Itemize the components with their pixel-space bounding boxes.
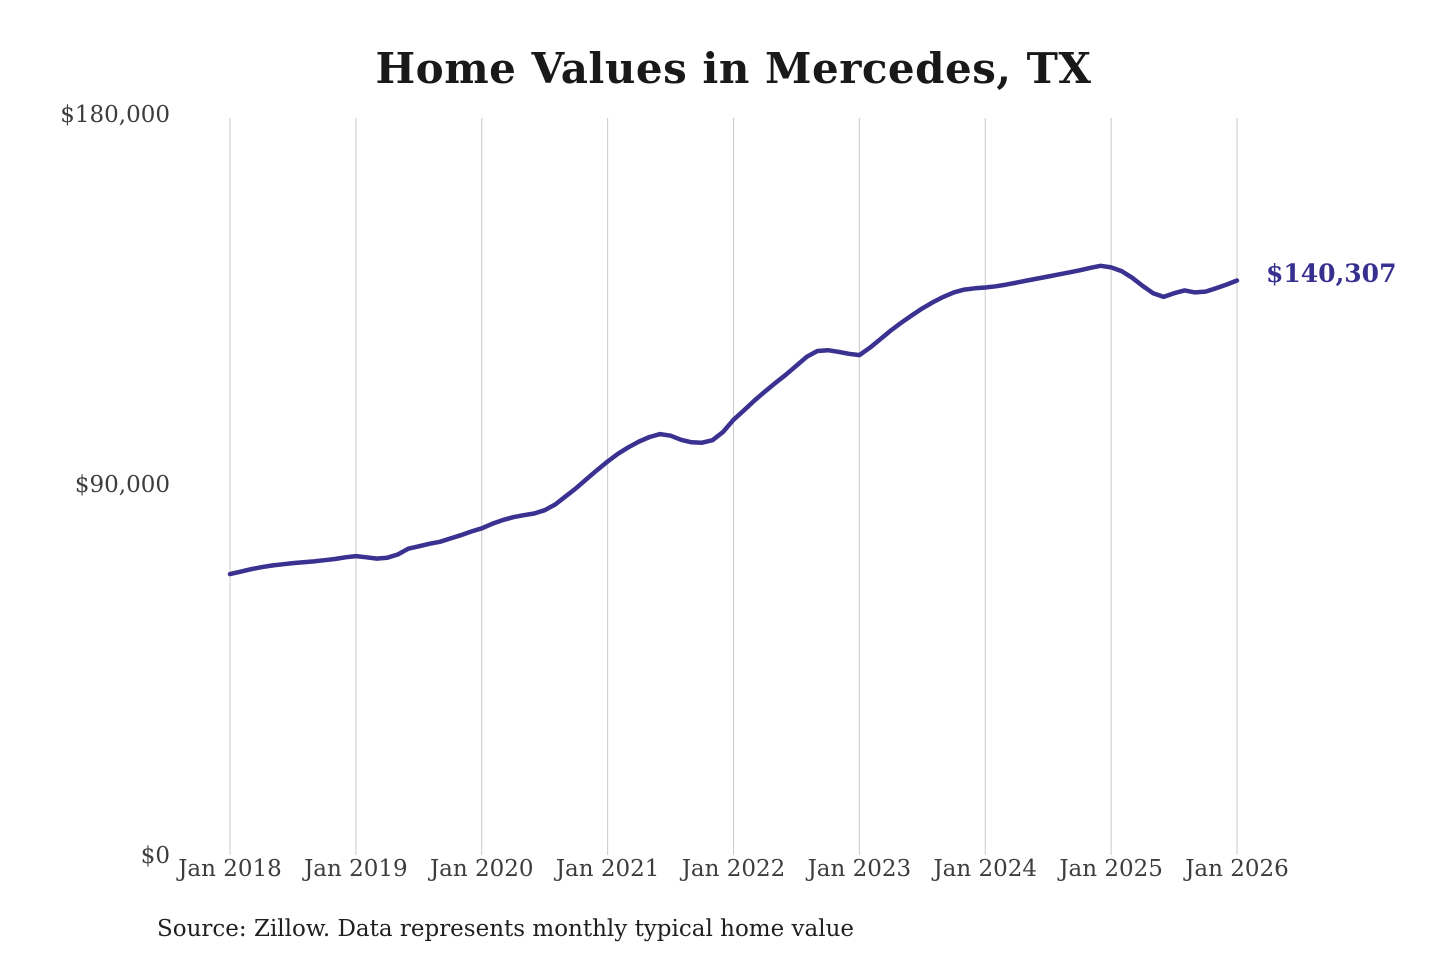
y-tick-label: $90,000 <box>74 472 170 498</box>
x-tick-label: Jan 2022 <box>681 856 786 882</box>
x-tick-label: Jan 2023 <box>807 856 912 882</box>
end-value-label: $140,307 <box>1266 258 1397 288</box>
x-tick-label: Jan 2019 <box>304 856 408 882</box>
home-value-line <box>227 263 1240 577</box>
y-tick-label: $180,000 <box>60 102 170 128</box>
source-note: Source: Zillow. Data represents monthly … <box>157 916 855 942</box>
x-tick-label: Jan 2018 <box>178 856 282 882</box>
x-tick-label: Jan 2024 <box>933 856 1038 882</box>
y-tick-label: $0 <box>140 843 170 869</box>
x-tick-label: Jan 2021 <box>555 856 660 882</box>
x-tick-label: Jan 2026 <box>1185 856 1289 882</box>
vertical-gridlines <box>229 118 1238 855</box>
x-tick-label: Jan 2020 <box>429 856 534 882</box>
chart-title: Home Values in Mercedes, TX <box>375 44 1092 93</box>
x-tick-label: Jan 2025 <box>1059 856 1163 882</box>
